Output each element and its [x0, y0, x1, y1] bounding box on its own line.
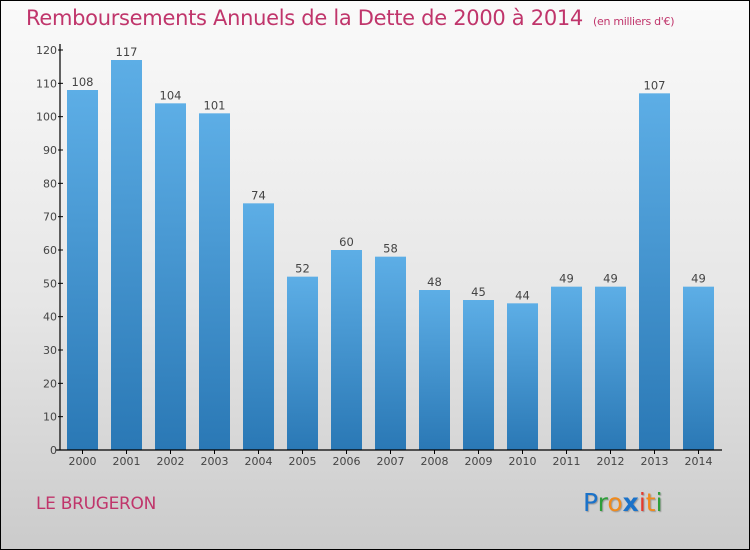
bar-2005 — [287, 276, 318, 450]
bar-2001 — [111, 60, 142, 450]
chart-title: Remboursements Annuels de la Dette de 20… — [26, 6, 674, 30]
x-tick-label-2000: 2000 — [69, 455, 97, 468]
y-tick-label-110: 110 — [36, 77, 57, 90]
x-tick-label-2013: 2013 — [641, 455, 669, 468]
value-label-2008: 48 — [427, 275, 442, 289]
y-tick-label-10: 10 — [43, 411, 57, 424]
bar-2000 — [67, 90, 98, 450]
logo-letter: o — [607, 488, 623, 517]
y-tick-label-100: 100 — [36, 111, 57, 124]
x-tick-label-2010: 2010 — [509, 455, 537, 468]
value-label-2004: 74 — [251, 188, 266, 202]
x-tick-label-2004: 2004 — [245, 455, 273, 468]
logo-letter: x — [622, 488, 639, 517]
value-label-2014: 49 — [691, 272, 706, 286]
bar-2007 — [375, 256, 406, 450]
y-tick-label-60: 60 — [43, 244, 57, 257]
bar-2002 — [155, 103, 186, 450]
value-label-2006: 60 — [339, 235, 354, 249]
x-tick-label-2011: 2011 — [553, 455, 581, 468]
chart-title-text: Remboursements Annuels de la Dette de 20… — [26, 6, 583, 30]
y-tick-label-50: 50 — [43, 277, 57, 290]
x-tick-label-2008: 2008 — [421, 455, 449, 468]
bar-2004 — [243, 203, 274, 450]
bar-2014 — [683, 286, 714, 450]
value-label-2000: 108 — [72, 75, 94, 89]
bar-2009 — [463, 300, 494, 450]
bar-2010 — [507, 303, 538, 450]
y-tick-label-90: 90 — [43, 144, 57, 157]
value-label-2012: 49 — [603, 272, 618, 286]
value-label-2005: 52 — [295, 262, 310, 276]
x-tick-label-2009: 2009 — [465, 455, 493, 468]
proxiti-logo[interactable]: Proxiti — [583, 488, 663, 517]
x-tick-label-2014: 2014 — [685, 455, 713, 468]
y-tick-label-0: 0 — [50, 444, 57, 457]
bar-2011 — [551, 286, 582, 450]
value-label-2009: 45 — [471, 285, 486, 299]
x-tick-label-2012: 2012 — [597, 455, 625, 468]
x-tick-label-2002: 2002 — [157, 455, 185, 468]
y-tick-label-120: 120 — [36, 44, 57, 57]
chart-subtitle: (en milliers d'€) — [593, 15, 675, 28]
value-label-2011: 49 — [559, 272, 574, 286]
value-label-2007: 58 — [383, 242, 398, 256]
x-tick-label-2001: 2001 — [113, 455, 141, 468]
value-label-2002: 104 — [160, 88, 182, 102]
y-tick-label-70: 70 — [43, 211, 57, 224]
bar-2006 — [331, 250, 362, 450]
axes-group: 2000 2001 2002 2003 2004 2005 2006 2007 2008 2009… — [36, 44, 722, 468]
x-tick-label-2007: 2007 — [377, 455, 405, 468]
bar-2012 — [595, 286, 626, 450]
bars-group: 108 117 104 101 74 52 60 58 48 45 44 49 49 107 49 — [67, 45, 714, 450]
x-tick-label-2005: 2005 — [289, 455, 317, 468]
value-label-2003: 101 — [204, 98, 226, 112]
bar-2003 — [199, 113, 230, 450]
logo-letter: r — [597, 488, 608, 517]
value-label-2001: 117 — [116, 45, 138, 59]
commune-name: LE BRUGERON — [36, 494, 157, 514]
value-label-2010: 44 — [515, 288, 530, 302]
y-tick-label-30: 30 — [43, 344, 57, 357]
logo-letter: P — [583, 488, 598, 517]
logo-letter: t — [645, 488, 656, 517]
y-tick-label-40: 40 — [43, 311, 57, 324]
y-tick-label-80: 80 — [43, 177, 57, 190]
bar-2013 — [639, 93, 670, 450]
value-label-2013: 107 — [644, 78, 666, 92]
x-tick-label-2003: 2003 — [201, 455, 229, 468]
logo-letter: i — [655, 488, 663, 517]
bar-2008 — [419, 290, 450, 450]
logo-letter: i — [638, 488, 646, 517]
x-tick-label-2006: 2006 — [333, 455, 361, 468]
y-tick-label-20: 20 — [43, 377, 57, 390]
